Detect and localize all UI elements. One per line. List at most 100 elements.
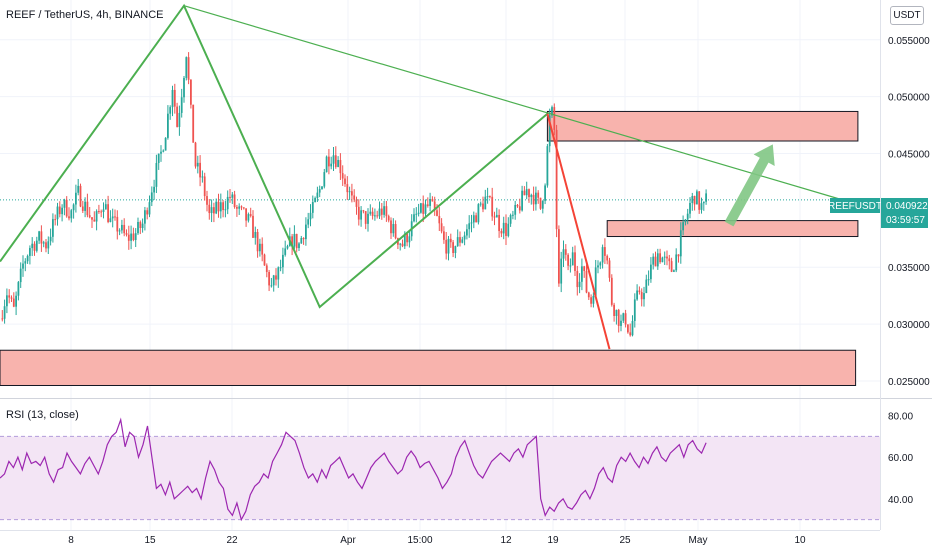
- candle-body: [528, 189, 530, 198]
- price-badge: REEFUSDT 0.040922 03:59:57: [828, 198, 928, 228]
- candle-body: [424, 204, 427, 214]
- candle-body: [585, 271, 588, 293]
- candle-body: [348, 191, 351, 193]
- candle-body: [137, 221, 139, 234]
- candle-body: [535, 192, 537, 205]
- candle-body: [514, 204, 517, 215]
- candle-body: [344, 178, 346, 185]
- candle-body: [70, 210, 73, 219]
- candle-body: [371, 211, 374, 217]
- candle-body: [139, 221, 142, 229]
- candle-body: [270, 285, 273, 287]
- candle-body: [466, 229, 468, 236]
- candle-body: [215, 201, 218, 214]
- candle-body: [330, 163, 333, 167]
- candle-body: [413, 214, 415, 222]
- candle-body: [157, 153, 160, 164]
- candle-body: [224, 209, 227, 211]
- candle-body: [222, 202, 224, 211]
- candle-body: [201, 176, 204, 178]
- candle-body: [415, 213, 418, 215]
- candle-body: [380, 208, 383, 215]
- candle-body: [489, 196, 491, 198]
- candle-body: [192, 104, 195, 143]
- candle-body: [502, 222, 505, 234]
- candle-body: [141, 223, 144, 229]
- candle-body: [574, 252, 576, 271]
- candle-body: [196, 162, 199, 167]
- candle-body: [627, 324, 629, 333]
- candle-body: [604, 247, 606, 256]
- candle-body: [210, 207, 213, 214]
- time-axis[interactable]: 8 15 22 Apr 15:00 12 19 25 May 10: [68, 535, 806, 546]
- candle-body: [203, 176, 206, 197]
- candle-body: [459, 237, 461, 243]
- candle-body: [295, 233, 298, 249]
- price-tick-label: 0.035000: [888, 263, 930, 274]
- candle-body: [111, 216, 114, 219]
- rsi-axis[interactable]: 80.00 60.00 40.00: [888, 412, 913, 506]
- candle-body: [54, 219, 57, 221]
- candle-body: [180, 97, 183, 113]
- candle-body: [15, 295, 17, 307]
- candle-body: [608, 260, 611, 278]
- currency-button[interactable]: USDT: [890, 6, 924, 25]
- candle-body: [422, 203, 425, 214]
- candle-body: [546, 146, 549, 186]
- candle-body: [219, 202, 222, 212]
- candle-body: [640, 292, 643, 300]
- candle-body: [700, 203, 703, 210]
- candle-body: [461, 239, 464, 243]
- time-tick-label: Apr: [340, 535, 356, 546]
- candle-body: [456, 237, 459, 247]
- candle-body: [670, 261, 673, 272]
- candle-body: [493, 216, 496, 218]
- candle-body: [8, 295, 11, 298]
- candle-body: [525, 189, 528, 196]
- candle-body: [367, 213, 369, 224]
- candle-body: [307, 219, 310, 225]
- candle-body: [505, 222, 507, 236]
- price-tick-label: 0.050000: [888, 93, 930, 104]
- candle-body: [369, 211, 372, 214]
- candle-body: [668, 258, 671, 262]
- candle-body: [98, 211, 100, 213]
- candle-body: [334, 155, 337, 167]
- candle-body: [663, 256, 666, 258]
- candle-body: [238, 206, 241, 209]
- candle-body: [500, 231, 503, 234]
- candle-body: [33, 243, 36, 251]
- candle-body: [555, 129, 558, 230]
- candle-body: [75, 192, 77, 205]
- candle-body: [229, 196, 231, 198]
- candle-body: [472, 215, 475, 223]
- candle-body: [477, 204, 480, 223]
- candle-body: [155, 163, 158, 187]
- candle-body: [558, 229, 560, 284]
- supply-demand-zone: [0, 349, 857, 386]
- candle-body: [675, 254, 678, 271]
- candle-body: [162, 150, 165, 152]
- candle-body: [443, 231, 445, 240]
- candle-body: [587, 292, 590, 298]
- candle-body: [631, 320, 634, 336]
- candle-body: [58, 206, 61, 215]
- candle-body: [31, 243, 34, 249]
- rsi-tick-label: 80.00: [888, 412, 913, 423]
- last-price-badge: [881, 198, 928, 228]
- candle-body: [673, 270, 675, 272]
- candle-body: [576, 270, 579, 288]
- red-pattern-line: [546, 113, 611, 350]
- candle-body: [35, 240, 38, 251]
- candle-body: [261, 243, 264, 255]
- candle-body: [121, 224, 123, 231]
- price-axis[interactable]: 0.055000 0.050000 0.045000 0.035000 0.030000…: [888, 36, 930, 388]
- candle-body: [56, 206, 59, 220]
- bar-countdown: 03:59:57: [886, 215, 925, 226]
- candle-body: [100, 211, 103, 213]
- candle-body: [491, 196, 494, 217]
- candle-body: [249, 214, 252, 216]
- candle-body: [84, 201, 86, 211]
- candle-body: [537, 192, 540, 198]
